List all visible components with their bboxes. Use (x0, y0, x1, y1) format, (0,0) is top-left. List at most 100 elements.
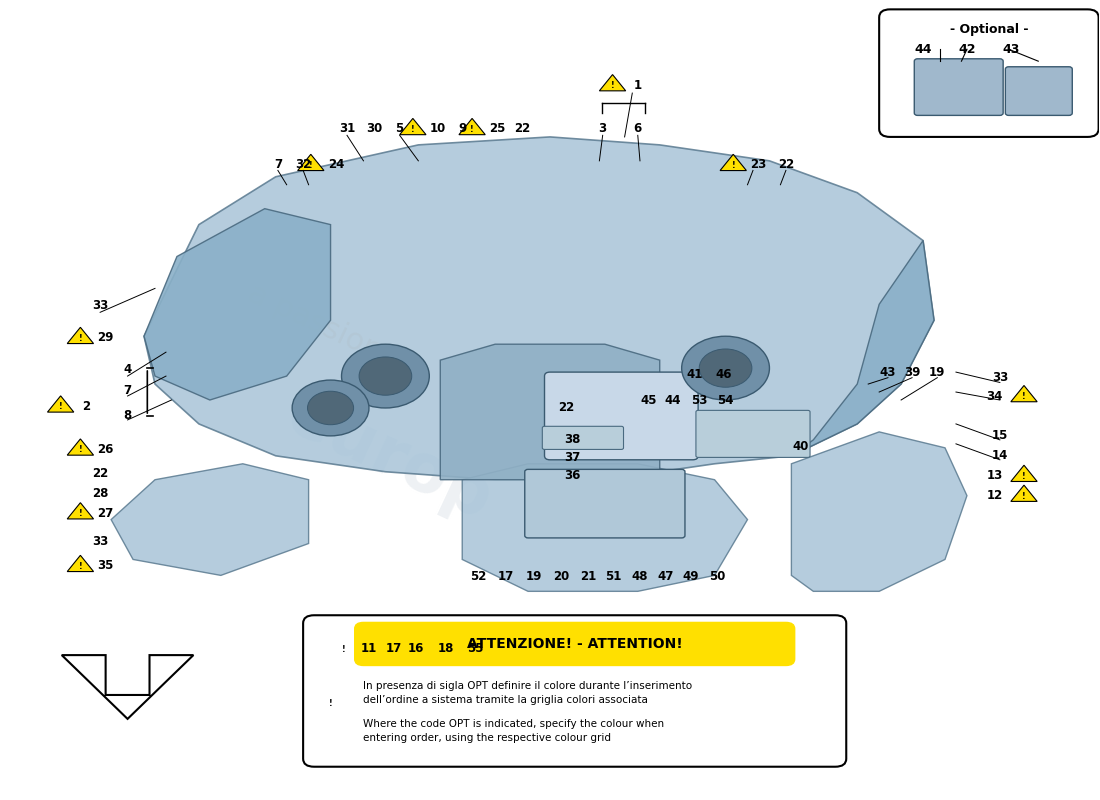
Text: ATTENZIONE! - ATTENTION!: ATTENZIONE! - ATTENTION! (468, 637, 683, 651)
Text: 3: 3 (598, 122, 607, 135)
Text: 5: 5 (396, 122, 404, 135)
FancyBboxPatch shape (544, 372, 698, 460)
Text: !: ! (1022, 392, 1026, 401)
Text: 22: 22 (92, 467, 108, 480)
Text: 55: 55 (468, 642, 484, 655)
Text: 20: 20 (553, 570, 569, 583)
Text: 33: 33 (92, 299, 108, 313)
Text: 9: 9 (458, 122, 466, 135)
Text: 31: 31 (339, 122, 355, 135)
Text: 22: 22 (778, 158, 794, 171)
FancyBboxPatch shape (879, 10, 1099, 137)
Text: 22: 22 (515, 122, 530, 135)
Text: 7: 7 (123, 384, 132, 397)
Text: 15: 15 (992, 430, 1008, 442)
Text: 27: 27 (98, 506, 113, 520)
Polygon shape (1011, 485, 1037, 502)
Polygon shape (144, 209, 331, 400)
Text: In presenza di sigla OPT definire il colore durante l’inserimento
dell’ordine a : In presenza di sigla OPT definire il col… (363, 681, 693, 705)
Text: 45: 45 (640, 394, 657, 406)
Text: 22: 22 (559, 402, 574, 414)
Text: !: ! (78, 562, 82, 571)
Polygon shape (791, 241, 934, 456)
Polygon shape (720, 154, 747, 170)
Text: 26: 26 (98, 443, 113, 456)
Circle shape (341, 344, 429, 408)
Circle shape (308, 391, 353, 425)
Circle shape (293, 380, 368, 436)
Text: 2: 2 (81, 400, 90, 413)
Polygon shape (67, 439, 94, 455)
Text: 18: 18 (438, 642, 454, 655)
Polygon shape (791, 432, 967, 591)
Text: 24: 24 (328, 158, 344, 171)
Text: 33: 33 (992, 371, 1008, 384)
Polygon shape (462, 464, 748, 591)
Text: 53: 53 (691, 394, 707, 406)
Polygon shape (67, 502, 94, 519)
Text: 49: 49 (682, 570, 698, 583)
Text: 7: 7 (274, 158, 282, 171)
Text: 17: 17 (386, 642, 403, 655)
Text: 17: 17 (498, 570, 514, 583)
Text: 47: 47 (657, 570, 673, 583)
Polygon shape (440, 344, 660, 480)
Text: 46: 46 (715, 368, 732, 381)
Polygon shape (407, 638, 433, 654)
Text: !: ! (309, 161, 312, 170)
Text: 30: 30 (366, 122, 383, 135)
Polygon shape (298, 154, 324, 170)
Text: 48: 48 (631, 570, 648, 583)
Polygon shape (316, 690, 345, 710)
Text: !: ! (411, 125, 415, 134)
Text: 44: 44 (664, 394, 681, 406)
Text: !: ! (1022, 492, 1026, 501)
Text: !: ! (58, 402, 63, 411)
FancyBboxPatch shape (304, 615, 846, 766)
Text: 14: 14 (992, 450, 1008, 462)
Text: 54: 54 (717, 394, 734, 406)
Polygon shape (67, 555, 94, 571)
Polygon shape (62, 655, 194, 719)
Text: !: ! (329, 699, 332, 708)
Polygon shape (399, 118, 426, 134)
Text: !: ! (471, 125, 474, 134)
Text: 11: 11 (361, 642, 377, 655)
FancyBboxPatch shape (354, 622, 794, 666)
Text: 32: 32 (295, 158, 311, 171)
FancyBboxPatch shape (1005, 66, 1072, 115)
Text: 21: 21 (581, 570, 596, 583)
Text: 34: 34 (987, 390, 1002, 402)
Polygon shape (459, 118, 485, 134)
Text: 19: 19 (526, 570, 541, 583)
Text: 37: 37 (564, 451, 580, 464)
Text: 8: 8 (123, 410, 132, 422)
Text: 51: 51 (605, 570, 621, 583)
Text: 1: 1 (634, 78, 641, 91)
Circle shape (700, 349, 752, 387)
FancyBboxPatch shape (542, 426, 624, 450)
Text: 43: 43 (880, 366, 896, 378)
Text: !: ! (78, 446, 82, 454)
Text: 28: 28 (92, 486, 108, 500)
Polygon shape (1011, 466, 1037, 482)
Text: 42: 42 (958, 42, 976, 56)
Text: !: ! (732, 161, 735, 170)
Text: 35: 35 (98, 559, 113, 572)
Text: !: ! (1022, 472, 1026, 481)
Polygon shape (600, 74, 626, 91)
Text: europ: europ (276, 381, 503, 534)
Text: 25: 25 (490, 122, 506, 135)
Text: 13: 13 (987, 470, 1002, 482)
Text: - Optional -: - Optional - (949, 22, 1028, 36)
Text: 40: 40 (792, 440, 808, 453)
Polygon shape (1011, 386, 1037, 402)
Text: 12: 12 (987, 489, 1002, 502)
FancyBboxPatch shape (914, 58, 1003, 115)
Text: !: ! (78, 334, 82, 342)
Text: 39: 39 (904, 366, 921, 378)
Text: !: ! (78, 509, 82, 518)
Text: 52: 52 (471, 570, 487, 583)
Circle shape (359, 357, 411, 395)
Text: !: ! (610, 81, 615, 90)
